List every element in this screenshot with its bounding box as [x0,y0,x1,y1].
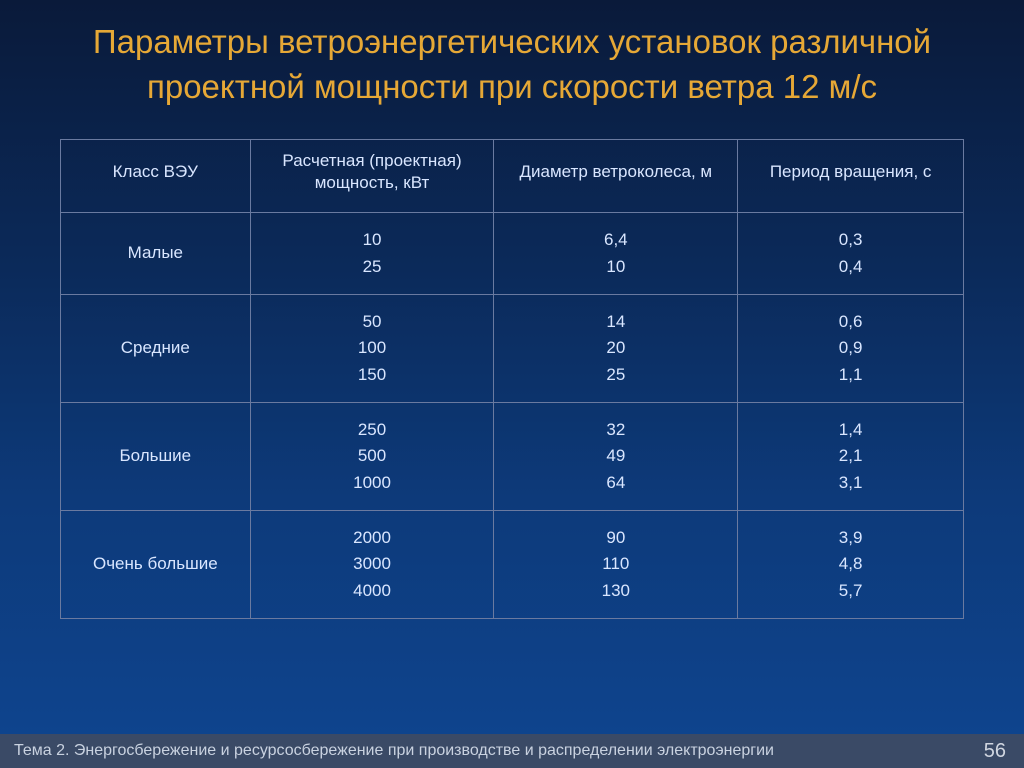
col-header: Период вращения, с [738,140,964,213]
row-label: Очень большие [61,511,251,619]
cell-diameter: 90 110 130 [494,511,738,619]
table-row: Очень большие 2000 3000 4000 90 110 130 … [61,511,964,619]
col-header: Диаметр ветроколеса, м [494,140,738,213]
cell-power: 2000 3000 4000 [250,511,494,619]
cell-period: 1,4 2,1 3,1 [738,403,964,511]
row-label: Малые [61,213,251,295]
table-body: Малые 10 25 6,4 10 0,3 0,4 Средние 50 10… [61,213,964,619]
table-row: Большие 250 500 1000 32 49 64 1,4 2,1 3,… [61,403,964,511]
table-header-row: Класс ВЭУ Расчетная (проектная) мощность… [61,140,964,213]
cell-diameter: 14 20 25 [494,294,738,402]
cell-power: 10 25 [250,213,494,295]
cell-diameter: 6,4 10 [494,213,738,295]
slide-title: Параметры ветроэнергетических установок … [0,0,1024,119]
cell-period: 0,3 0,4 [738,213,964,295]
cell-diameter: 32 49 64 [494,403,738,511]
content-area: Класс ВЭУ Расчетная (проектная) мощность… [0,119,1024,619]
cell-power: 250 500 1000 [250,403,494,511]
cell-period: 0,6 0,9 1,1 [738,294,964,402]
footer-topic: Тема 2. Энергосбережение и ресурсосбереж… [14,742,964,760]
table-row: Малые 10 25 6,4 10 0,3 0,4 [61,213,964,295]
params-table: Класс ВЭУ Расчетная (проектная) мощность… [60,139,964,619]
col-header: Расчетная (проектная) мощность, кВт [250,140,494,213]
page-number: 56 [984,740,1006,763]
cell-period: 3,9 4,8 5,7 [738,511,964,619]
row-label: Средние [61,294,251,402]
col-header: Класс ВЭУ [61,140,251,213]
table-row: Средние 50 100 150 14 20 25 0,6 0,9 1,1 [61,294,964,402]
row-label: Большие [61,403,251,511]
cell-power: 50 100 150 [250,294,494,402]
footer-bar: Тема 2. Энергосбережение и ресурсосбереж… [0,734,1024,768]
